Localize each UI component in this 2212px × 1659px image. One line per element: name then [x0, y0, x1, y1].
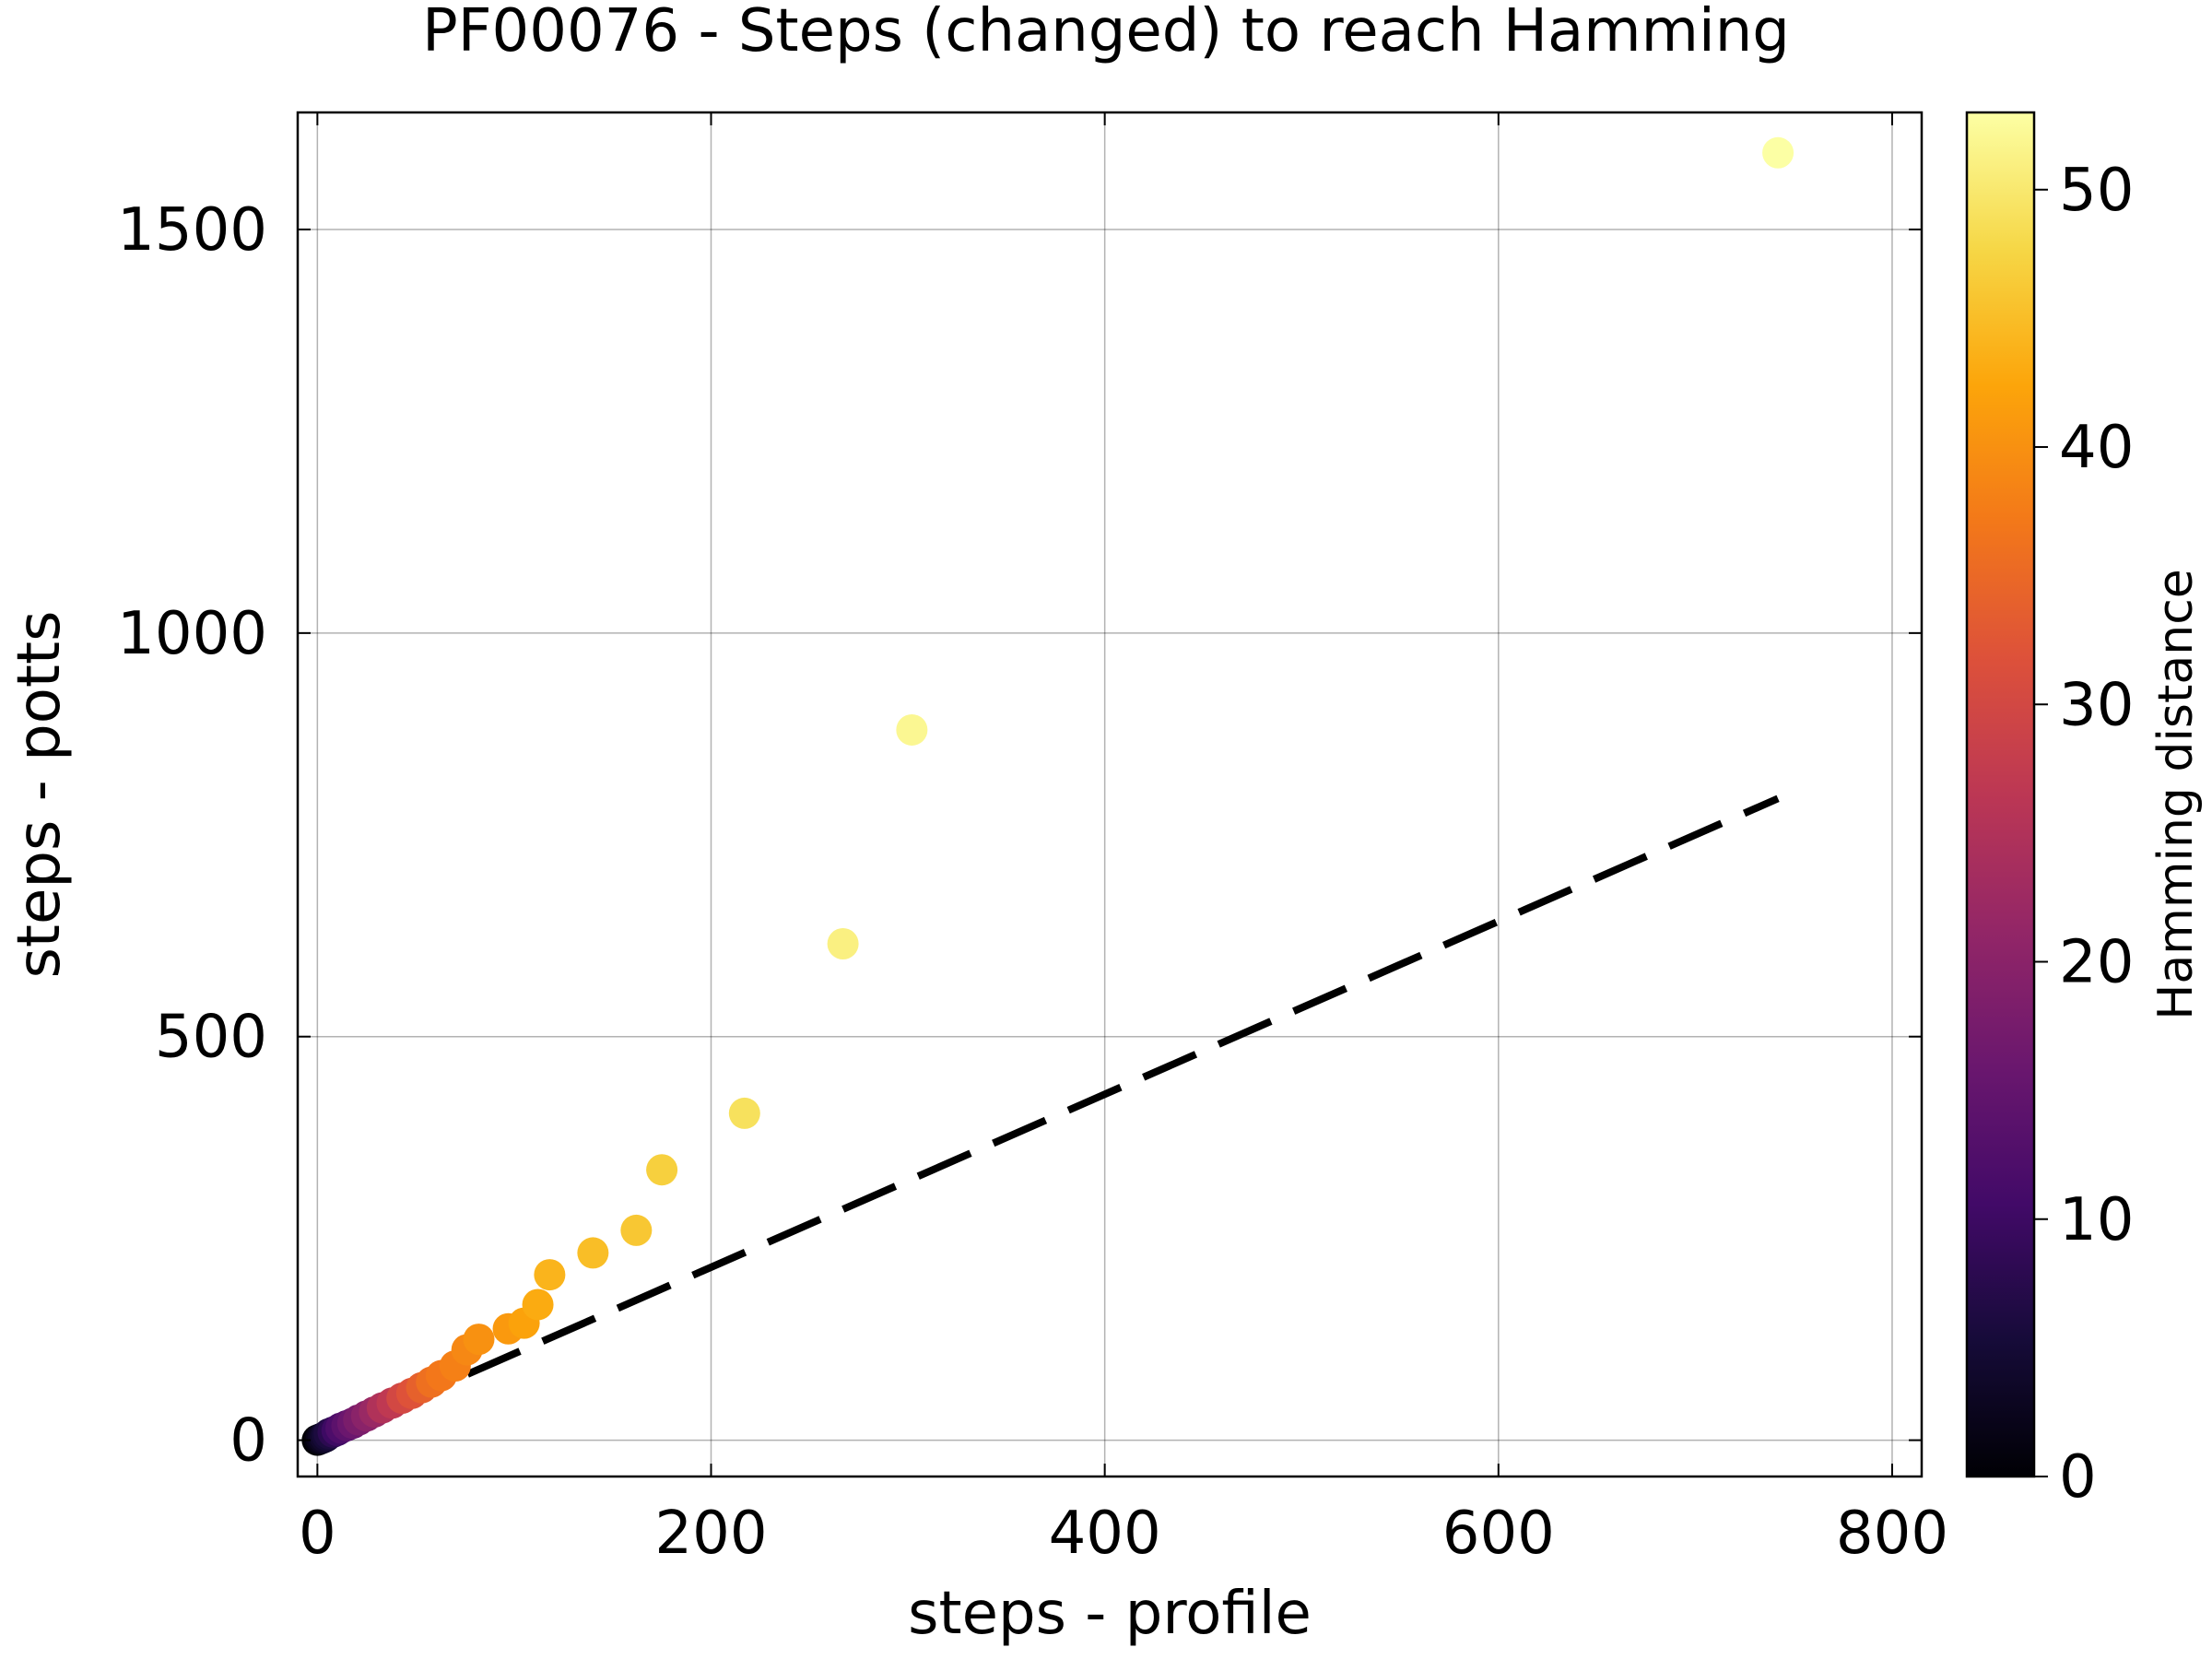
scatter-point	[463, 1324, 495, 1356]
colorbar-tick-label: 30	[2059, 671, 2134, 739]
x-axis: 0 200 400 600 800	[299, 112, 1948, 1568]
scatter-point	[577, 1237, 609, 1269]
x-axis-label: steps - profile	[908, 1580, 1312, 1648]
colorbar-tick-label: 20	[2059, 929, 2134, 997]
y-tick-label: 500	[155, 1004, 267, 1072]
colorbar	[1965, 111, 2036, 1478]
reference-line-layer	[315, 794, 1780, 1444]
scatter-point	[620, 1214, 653, 1246]
scatter-point	[534, 1259, 566, 1291]
scatter-point	[896, 713, 928, 746]
x-tick-label: 0	[299, 1500, 336, 1568]
colorbar-tick-label: 50	[2059, 157, 2134, 225]
x-tick-label: 200	[654, 1500, 767, 1568]
y-axis-label: steps - potts	[6, 611, 74, 979]
colorbar-tick-label: 10	[2059, 1186, 2134, 1254]
y-tick-label: 1500	[117, 196, 267, 265]
plot-frame	[296, 111, 1924, 1478]
y-axis: 0 500 1000 1500	[117, 196, 1922, 1476]
x-tick-label: 600	[1442, 1500, 1555, 1568]
scatter-point	[1762, 136, 1794, 169]
colorbar-tick-label: 0	[2059, 1443, 2097, 1512]
y-tick-label: 1000	[117, 600, 267, 668]
scatter-point	[728, 1097, 760, 1129]
scatter-points	[301, 136, 1794, 1456]
x-tick-label: 400	[1049, 1500, 1161, 1568]
colorbar-tick-label: 40	[2059, 414, 2134, 482]
colorbar-axis: 0 10 20 30 40 50	[2034, 157, 2134, 1512]
grid-lines	[298, 112, 1922, 1477]
scatter-point	[646, 1154, 678, 1186]
x-tick-label: 800	[1836, 1500, 1948, 1568]
scatter-point	[522, 1288, 554, 1321]
colorbar-label: Hamming distance	[2148, 569, 2204, 1020]
reference-line	[315, 794, 1780, 1444]
chart-title: PF00076 - Steps (changed) to reach Hammi…	[422, 0, 1790, 65]
scatter-point	[827, 928, 859, 960]
y-tick-label: 0	[229, 1407, 267, 1476]
